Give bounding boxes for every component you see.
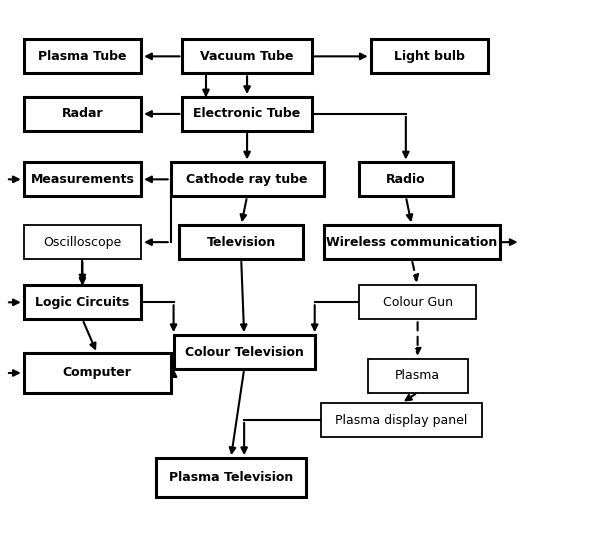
FancyBboxPatch shape (359, 285, 476, 319)
FancyBboxPatch shape (173, 335, 314, 369)
Text: Plasma Television: Plasma Television (169, 471, 293, 484)
Text: Light bulb: Light bulb (394, 50, 465, 63)
Text: Colour Television: Colour Television (185, 345, 304, 358)
Text: Plasma Tube: Plasma Tube (38, 50, 127, 63)
Text: Electronic Tube: Electronic Tube (193, 107, 301, 121)
FancyBboxPatch shape (23, 97, 141, 131)
FancyBboxPatch shape (182, 97, 312, 131)
FancyBboxPatch shape (23, 40, 141, 73)
FancyBboxPatch shape (179, 225, 303, 259)
FancyBboxPatch shape (156, 458, 306, 497)
FancyBboxPatch shape (368, 359, 467, 392)
FancyBboxPatch shape (23, 162, 141, 197)
Text: Television: Television (206, 235, 276, 249)
Text: Radio: Radio (386, 173, 425, 186)
Text: Radar: Radar (62, 107, 103, 121)
FancyBboxPatch shape (359, 162, 453, 197)
Text: Computer: Computer (63, 366, 131, 380)
FancyBboxPatch shape (323, 225, 500, 259)
Text: Oscilloscope: Oscilloscope (43, 235, 122, 249)
FancyBboxPatch shape (371, 40, 488, 73)
FancyBboxPatch shape (320, 403, 482, 437)
Text: Colour Gun: Colour Gun (383, 296, 452, 309)
Text: Measurements: Measurements (31, 173, 134, 186)
Text: Logic Circuits: Logic Circuits (35, 296, 130, 309)
FancyBboxPatch shape (23, 225, 141, 259)
FancyBboxPatch shape (23, 354, 170, 392)
Text: Plasma display panel: Plasma display panel (335, 413, 467, 427)
Text: Wireless communication: Wireless communication (326, 235, 497, 249)
FancyBboxPatch shape (23, 285, 141, 319)
Text: Vacuum Tube: Vacuum Tube (200, 50, 294, 63)
FancyBboxPatch shape (170, 162, 323, 197)
Text: Plasma: Plasma (395, 369, 440, 382)
Text: Cathode ray tube: Cathode ray tube (187, 173, 308, 186)
FancyBboxPatch shape (182, 40, 312, 73)
